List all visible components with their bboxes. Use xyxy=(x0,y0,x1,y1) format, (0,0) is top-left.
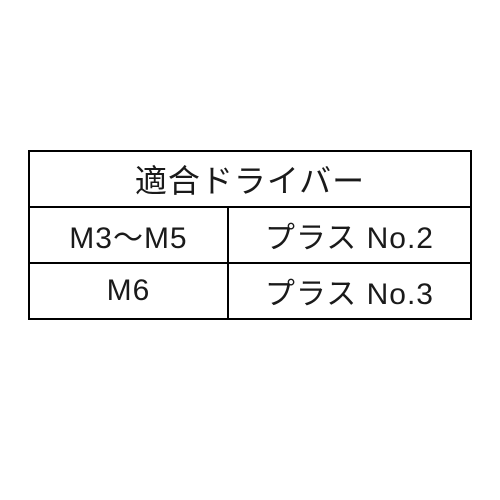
driver-cell: プラス No.3 xyxy=(228,263,471,319)
table-row: M3〜M5 プラス No.2 xyxy=(29,207,471,263)
compatibility-table: 適合ドライバー M3〜M5 プラス No.2 M6 プラス No.3 xyxy=(28,150,472,320)
size-cell: M3〜M5 xyxy=(29,207,228,263)
table-header-row: 適合ドライバー xyxy=(29,151,471,207)
size-cell: M6 xyxy=(29,263,228,319)
table-header: 適合ドライバー xyxy=(29,151,471,207)
table-row: M6 プラス No.3 xyxy=(29,263,471,319)
driver-cell: プラス No.2 xyxy=(228,207,471,263)
